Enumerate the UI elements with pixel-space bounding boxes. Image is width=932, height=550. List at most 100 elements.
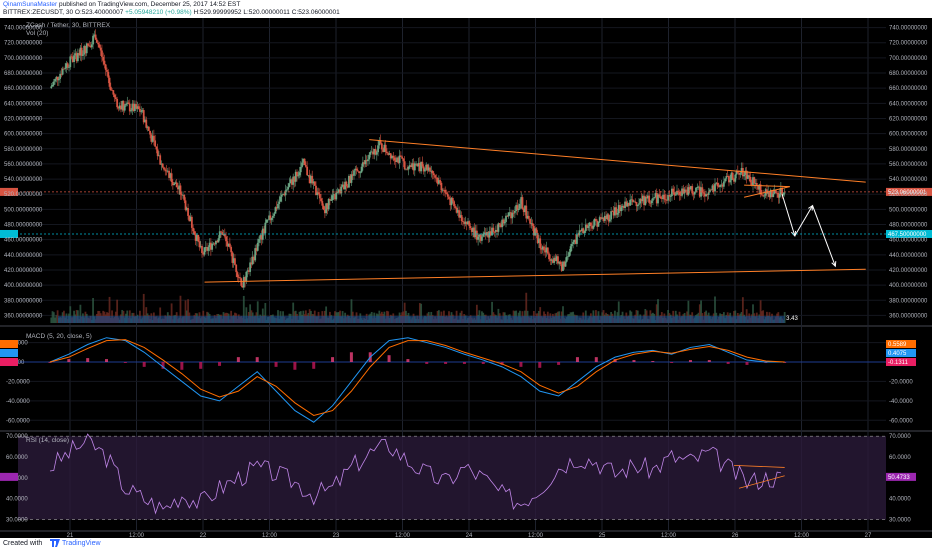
candle-body: [474, 230, 477, 238]
macd-value-tag-left: [0, 340, 18, 348]
macd-pane: 20.000020.00000.00000.0000-20.0000-20.00…: [0, 337, 916, 424]
y-tick-label-right: 640.00000000: [889, 101, 928, 107]
candle-body: [192, 227, 195, 232]
candle-body: [345, 181, 348, 187]
candle-body: [413, 163, 416, 171]
candle-body: [107, 71, 110, 78]
macd-histogram-bar: [632, 360, 636, 362]
candle-body: [646, 195, 649, 199]
candle-body: [388, 153, 391, 155]
candle-body: [380, 143, 383, 150]
candle-body: [114, 97, 117, 100]
candle-body: [378, 140, 381, 146]
candle-body: [535, 228, 538, 233]
candle-body: [418, 162, 421, 172]
candle-body: [65, 63, 68, 69]
candle-body: [659, 196, 662, 199]
close-value: 523.06000001: [298, 9, 340, 16]
volume-bar: [655, 304, 658, 323]
candle-body: [411, 163, 414, 167]
candle-body: [507, 212, 510, 217]
candle-body: [283, 193, 286, 196]
candle-body: [64, 68, 67, 70]
candle-body: [522, 208, 525, 213]
candle-body: [486, 232, 488, 236]
macd-histogram-bar: [651, 361, 655, 362]
candle-body: [327, 199, 330, 210]
candle-body: [292, 176, 295, 185]
candle-body: [142, 110, 145, 123]
candle-body: [430, 170, 433, 172]
candle-body: [222, 233, 225, 235]
candle-body: [190, 216, 193, 228]
candle-body: [643, 195, 645, 206]
rsi-trendline: [738, 475, 785, 489]
macd-y-tick-right: -60.0000: [889, 418, 913, 424]
candle-body: [346, 186, 349, 188]
candle-body: [729, 180, 732, 183]
candle-body: [232, 258, 235, 263]
rsi-value-tag-left: [0, 472, 18, 481]
candle-body: [511, 212, 514, 219]
candle-body: [758, 184, 761, 190]
candle-body: [155, 146, 158, 150]
rsi-y-tick-left: 30.0000: [6, 518, 28, 524]
volume-bar: [325, 306, 328, 323]
candle-body: [250, 262, 253, 265]
candle-body: [605, 215, 607, 220]
volume-bar: [245, 307, 248, 323]
macd-histogram-bar: [67, 359, 71, 362]
chart-canvas[interactable]: 3.43 523.06000001 467.50000000 20.000020.…: [0, 18, 932, 538]
candle-body: [503, 221, 506, 224]
candle-body: [399, 155, 402, 157]
tradingview-brand-link[interactable]: TradingView: [62, 540, 101, 547]
candle-body: [112, 90, 115, 95]
candle-body: [724, 178, 727, 182]
candle-body: [317, 192, 320, 194]
candle-body: [502, 219, 505, 224]
candle-body: [570, 243, 573, 247]
candle-body: [467, 221, 469, 225]
candle-body: [668, 195, 671, 197]
low-prefix: L:: [243, 9, 249, 16]
candle-body: [227, 243, 230, 247]
candle-body: [773, 190, 776, 194]
candle-body: [316, 192, 319, 196]
candle-body: [682, 188, 685, 194]
candle-body: [401, 156, 404, 159]
candle-body: [354, 168, 357, 171]
candle-body: [627, 202, 630, 206]
candle-body: [145, 119, 148, 128]
candle-body: [341, 184, 344, 187]
macd-value-tag-right: [886, 358, 916, 366]
macd-histogram-bar: [123, 362, 127, 363]
volume-bar: [403, 302, 406, 323]
macd-histogram-bar: [142, 362, 146, 367]
candle-body: [676, 190, 678, 195]
macd-value-tag-right: [886, 349, 916, 357]
candle-body: [384, 144, 387, 152]
author-link[interactable]: QinamSunaMaster: [3, 1, 58, 8]
candle-body: [424, 169, 426, 172]
candle-body: [206, 247, 208, 251]
x-tick-label: 21: [67, 533, 74, 538]
candle-body: [567, 256, 569, 258]
volume-bar: [698, 304, 701, 323]
candle-body: [199, 246, 202, 248]
candle-body: [166, 170, 169, 172]
candle-body: [302, 158, 305, 163]
candle-body: [565, 256, 568, 262]
volume-bar: [759, 300, 762, 323]
macd-histogram-bar: [218, 362, 222, 366]
y-tick-label-left: 520.00000000: [4, 192, 43, 198]
volume-bar: [187, 299, 189, 323]
candle-body: [261, 228, 264, 240]
x-tick-label: 26: [732, 533, 739, 538]
macd-histogram-bar: [349, 352, 353, 362]
candle-body: [223, 233, 226, 237]
candle-body: [318, 193, 321, 199]
y-tick-label-left: 720.00000000: [4, 41, 43, 47]
candle-body: [174, 182, 177, 184]
candle-body: [662, 194, 664, 200]
y-tick-label-right: 360.00000000: [889, 313, 928, 319]
